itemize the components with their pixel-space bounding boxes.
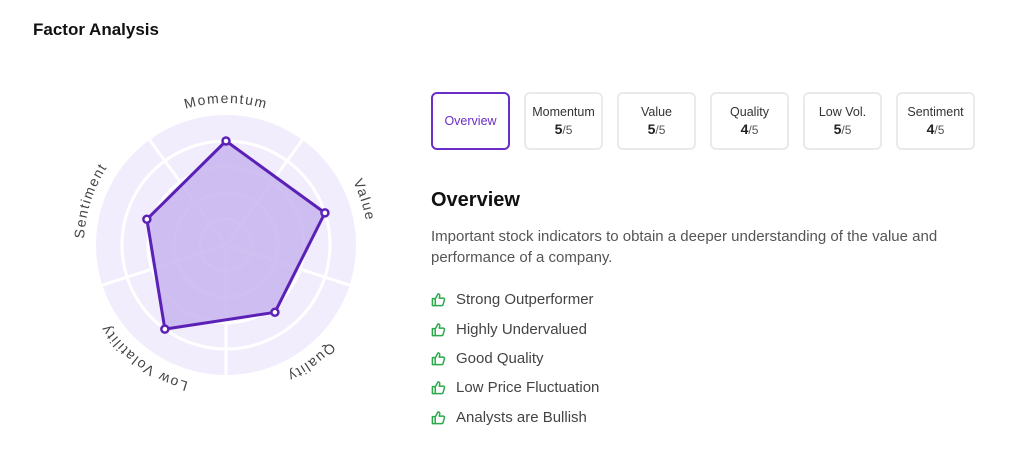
tab-score: 5/5 (554, 120, 573, 137)
tab-label: Value (640, 104, 673, 119)
tab-label: Low Vol. (818, 104, 867, 119)
tab-value[interactable]: Value 5/5 (617, 92, 696, 150)
tab-momentum[interactable]: Momentum 5/5 (524, 92, 603, 150)
trait-list: Strong Outperformer Highly Undervalued G… (431, 285, 599, 432)
tab-label: Overview (444, 113, 497, 128)
tab-quality[interactable]: Quality 4/5 (710, 92, 789, 150)
tab-score: 5/5 (833, 120, 852, 137)
thumbs-up-icon (431, 410, 446, 425)
tab-score: 5/5 (647, 120, 666, 137)
trait-text: Highly Undervalued (456, 320, 587, 338)
list-item: Strong Outperformer (431, 285, 599, 314)
radar-data-point (160, 324, 170, 334)
trait-text: Good Quality (456, 349, 544, 367)
tab-overview[interactable]: Overview (431, 92, 510, 150)
thumbs-up-icon (431, 293, 446, 307)
trait-text: Analysts are Bullish (456, 408, 587, 426)
tab-label: Quality (730, 104, 769, 119)
radar-axis-label: Momentum (182, 90, 269, 112)
radar-data-point (320, 208, 330, 218)
overview-description: Important stock indicators to obtain a d… (431, 228, 938, 266)
radar-data-point (142, 214, 152, 225)
list-item: Good Quality (431, 344, 599, 373)
radar-data-polygon (145, 139, 327, 331)
trait-text: Low Price Fluctuation (456, 379, 600, 397)
radar-data-point (221, 136, 231, 146)
radar-data-point (270, 307, 280, 318)
list-item: Highly Undervalued (431, 314, 599, 343)
radar-axis-label: Value (350, 176, 379, 222)
tab-score: 4/5 (740, 120, 759, 137)
tab-sentiment[interactable]: Sentiment 4/5 (896, 92, 975, 150)
tab-label: Momentum (532, 104, 595, 119)
overview-title: Overview (431, 189, 520, 211)
tab-score: 4/5 (926, 120, 945, 137)
trait-text: Strong Outperformer (456, 291, 594, 309)
factor-tabs: Overview Momentum 5/5 Value 5/5 Quality … (431, 92, 975, 150)
tab-label: Sentiment (907, 104, 964, 119)
list-item: Low Price Fluctuation (431, 373, 599, 402)
thumbs-up-icon (431, 352, 446, 366)
thumbs-up-icon (431, 381, 446, 395)
tab-low-volatility[interactable]: Low Vol. 5/5 (803, 92, 882, 150)
thumbs-up-icon (431, 322, 446, 336)
page-title: Factor Analysis (33, 20, 159, 39)
list-item: Analysts are Bullish (431, 403, 599, 432)
